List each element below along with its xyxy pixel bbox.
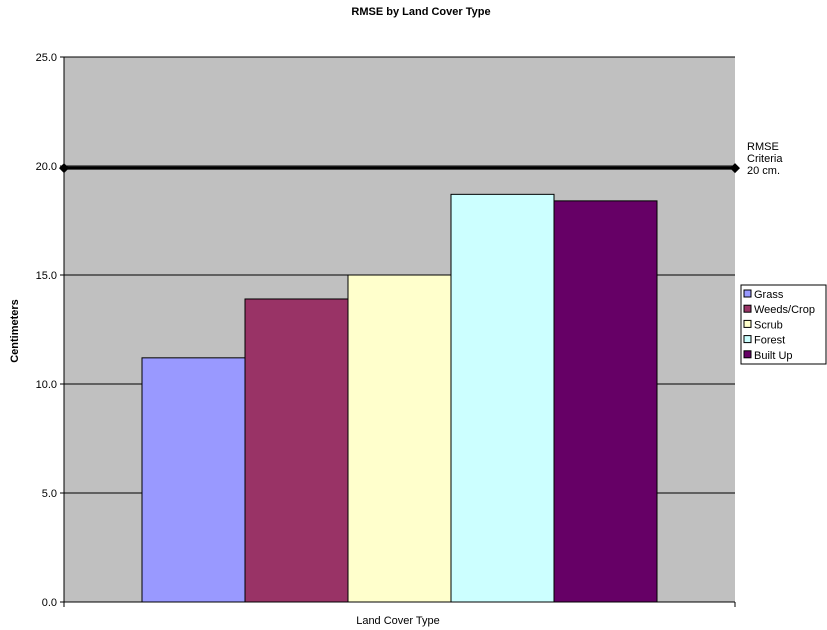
y-tick-label: 5.0: [42, 488, 57, 500]
y-tick-label: 20.0: [36, 161, 57, 173]
bar-forest: [450, 193, 555, 603]
x-axis-title: Land Cover Type: [356, 615, 440, 627]
y-tick-label: 25.0: [36, 52, 57, 64]
criteria-marker: [59, 163, 69, 174]
legend-label: Forest: [754, 335, 785, 347]
legend-label: Grass: [754, 289, 784, 301]
legend-swatch: [743, 335, 752, 344]
legend-swatch: [743, 289, 752, 298]
criteria-label-line: RMSE: [747, 141, 779, 153]
legend-label: Weeds/Crop: [754, 304, 815, 316]
plot-area: 0.0 5.0 10.0 15.0 20.0 25.0: [36, 52, 740, 609]
legend-label: Scrub: [754, 319, 783, 331]
legend-swatch: [743, 319, 752, 328]
chart-title: RMSE by Land Cover Type: [351, 6, 490, 18]
legend-swatch: [743, 304, 752, 313]
legend-box: [740, 284, 827, 365]
bar-scrub: [347, 274, 452, 603]
legend-swatch: [743, 350, 752, 359]
criteria-marker: [730, 163, 740, 174]
y-tick-label: 10.0: [36, 379, 57, 391]
bar-grass: [141, 357, 246, 603]
bar-weeds-crop: [244, 298, 349, 603]
y-axis-title: Centimeters: [9, 299, 21, 363]
y-tick-label: 0.0: [42, 597, 57, 609]
bar-built-up: [553, 200, 658, 603]
legend: Grass Weeds/Crop Scrub Forest Built Up: [740, 284, 827, 365]
criteria-label-line: Criteria: [747, 153, 783, 165]
criteria-label-line: 20 cm.: [747, 165, 780, 177]
legend-label: Built Up: [754, 350, 793, 362]
y-tick-label: 15.0: [36, 270, 57, 282]
